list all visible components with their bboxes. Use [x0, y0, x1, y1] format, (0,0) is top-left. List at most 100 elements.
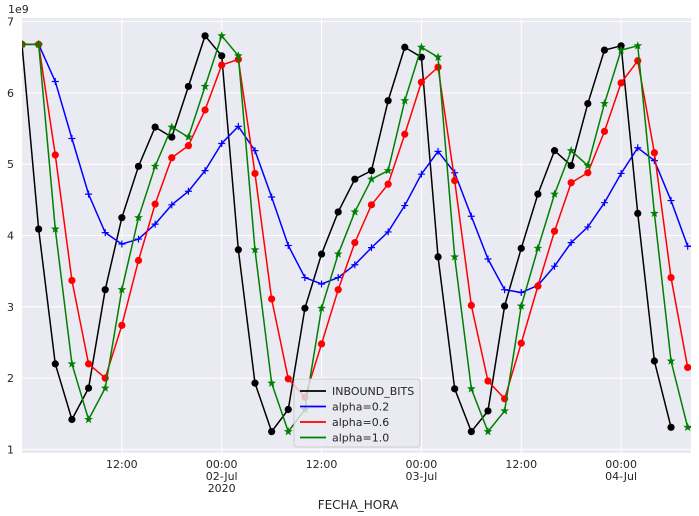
x-tick-label: 00:00: [206, 458, 238, 471]
data-point: [51, 77, 59, 85]
data-point: [484, 377, 492, 385]
x-tick-label: 12:00: [106, 458, 138, 471]
data-point: [101, 286, 109, 294]
data-point: [400, 96, 410, 105]
data-point: [151, 200, 159, 208]
data-point: [268, 428, 276, 436]
data-point: [617, 169, 625, 177]
data-point: [201, 167, 209, 175]
data-point: [51, 151, 59, 159]
data-point: [500, 406, 509, 415]
data-point: [567, 239, 575, 247]
data-point: [667, 423, 675, 431]
data-point: [318, 280, 326, 288]
x-tick-label: 00:00: [605, 458, 637, 471]
data-point: [234, 122, 242, 130]
data-point: [666, 356, 676, 365]
data-point: [68, 135, 76, 143]
data-point: [283, 427, 293, 436]
data-point: [517, 289, 525, 297]
data-point: [284, 241, 292, 249]
data-point: [101, 229, 109, 237]
data-point: [333, 249, 343, 258]
data-point: [434, 63, 442, 71]
data-point: [317, 250, 326, 258]
data-point: [118, 240, 126, 248]
data-point: [367, 167, 376, 175]
data-point: [401, 202, 409, 210]
data-point: [384, 180, 392, 188]
data-point: [167, 122, 177, 131]
y-tick-label: 1: [7, 443, 14, 456]
data-point: [234, 246, 242, 254]
series-inbound-bits: [22, 32, 675, 436]
data-point: [251, 147, 259, 155]
data-point: [401, 43, 409, 51]
data-point: [467, 428, 475, 436]
data-point: [433, 52, 443, 61]
data-point: [367, 201, 376, 209]
data-point: [384, 97, 392, 105]
data-point: [118, 214, 126, 222]
data-point: [550, 147, 559, 155]
data-point: [600, 46, 609, 54]
data-point: [483, 427, 493, 436]
data-point: [583, 161, 593, 170]
data-point: [168, 201, 176, 209]
x-tick-label: 12:00: [505, 458, 537, 471]
data-point: [351, 175, 359, 183]
data-point: [467, 301, 475, 309]
legend-label: INBOUND_BITS: [332, 385, 414, 398]
data-point: [218, 61, 226, 69]
x-tick-label: 02-Jul: [206, 470, 238, 483]
legend-label: alpha=0.6: [332, 416, 389, 429]
x-tick-label: 12:00: [306, 458, 338, 471]
data-point: [367, 174, 376, 183]
y-tick-label: 5: [7, 158, 14, 171]
data-point: [218, 140, 226, 148]
data-point: [451, 176, 459, 185]
data-point: [218, 52, 226, 60]
data-point: [584, 223, 592, 231]
data-point: [384, 228, 392, 236]
data-point: [134, 256, 143, 265]
data-point: [201, 32, 209, 40]
data-point: [84, 414, 93, 424]
data-point: [134, 235, 142, 243]
data-point: [200, 81, 210, 91]
data-point: [201, 106, 209, 114]
data-point: [168, 133, 176, 141]
data-point: [417, 78, 426, 86]
data-point: [251, 169, 259, 178]
x-tick-label: 2020: [208, 482, 236, 495]
data-point: [284, 375, 292, 383]
data-point: [501, 286, 509, 294]
series-line: [22, 34, 691, 434]
data-point: [150, 161, 160, 171]
legend: INBOUND_BITS alpha=0.2 alpha=0.6 alpha=1.0: [293, 378, 421, 448]
data-point: [434, 147, 442, 155]
x-tick-label: 00:00: [406, 458, 438, 471]
data-point: [134, 162, 143, 170]
data-point: [633, 41, 643, 50]
x-axis-label: FECHA_HORA: [318, 498, 399, 512]
data-point: [351, 261, 359, 269]
y-tick-label: 6: [7, 87, 14, 100]
data-point: [600, 199, 608, 207]
data-point: [584, 169, 592, 177]
data-point: [251, 379, 259, 387]
data-point: [68, 415, 76, 424]
series-alpha-0-6: [22, 40, 691, 403]
data-point: [634, 57, 642, 65]
y-tick-label: 4: [7, 230, 14, 243]
data-point: [134, 213, 143, 222]
legend-label: alpha=1.0: [332, 432, 389, 445]
data-point: [617, 79, 625, 87]
data-point: [534, 282, 542, 290]
data-point: [484, 407, 492, 415]
data-point: [51, 360, 59, 368]
data-point: [383, 166, 393, 175]
data-point: [517, 339, 525, 347]
data-point: [334, 286, 342, 294]
